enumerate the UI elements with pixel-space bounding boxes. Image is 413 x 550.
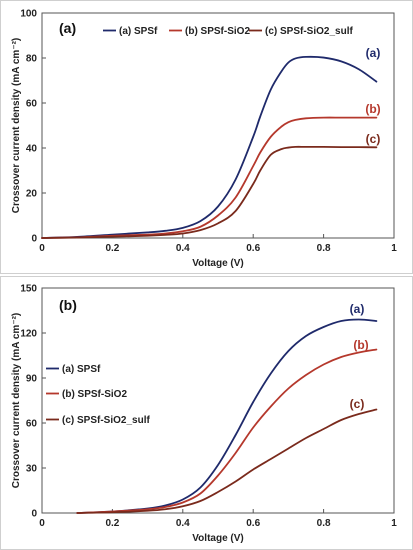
y-tick-label: 30 bbox=[26, 464, 38, 475]
x-tick-label: 1 bbox=[391, 518, 397, 529]
y-tick-label: 120 bbox=[20, 329, 37, 340]
series-label: (c) bbox=[350, 397, 365, 411]
x-tick-label: 0.8 bbox=[317, 243, 331, 254]
series-label: (a) bbox=[366, 46, 381, 60]
legend-entry: (c) SPSf-SiO2_sulf bbox=[265, 26, 353, 37]
series-label: (b) bbox=[365, 102, 380, 116]
x-tick-label: 0.4 bbox=[176, 243, 190, 254]
legend-entry: (b) SPSf-SiO2 bbox=[62, 389, 127, 400]
series-line-2 bbox=[41, 116, 378, 239]
x-tick-label: 0.8 bbox=[317, 518, 331, 529]
series-label: (c) bbox=[366, 132, 381, 146]
chart-panel-b: 0 0.2 0.4 0.6 0.8 1 0 30 60 90 120 150 Voltage (V) Cr… bbox=[0, 276, 413, 550]
y-axis-title: Crossover current density (mA cm⁻²) bbox=[11, 38, 22, 214]
legend-entry: (c) SPSf-SiO2_sulf bbox=[62, 415, 150, 426]
x-axis-title: Voltage (V) bbox=[192, 258, 243, 269]
series-line-3 bbox=[41, 145, 378, 239]
y-tick-label: 20 bbox=[26, 189, 38, 200]
series-line-2 bbox=[76, 348, 378, 514]
x-tick-label: 0 bbox=[39, 243, 45, 254]
y-tick-label: 100 bbox=[20, 9, 37, 20]
plot-frame bbox=[41, 12, 395, 239]
panel-label: (b) bbox=[59, 297, 77, 313]
chart-a-svg: 0 0.2 0.4 0.6 0.8 1 0 20 40 60 80 100 Voltage (V) Cro… bbox=[11, 9, 397, 270]
y-tick-label: 0 bbox=[31, 509, 37, 520]
x-tick-label: 0.4 bbox=[176, 518, 190, 529]
x-axis-title: Voltage (V) bbox=[192, 533, 243, 544]
series-label: (a) bbox=[350, 302, 365, 316]
x-tick-label: 0.6 bbox=[246, 243, 260, 254]
y-tick-label: 150 bbox=[20, 284, 37, 295]
chart-panel-a: 0 0.2 0.4 0.6 0.8 1 0 20 40 60 80 100 Voltage (V) Cro… bbox=[0, 0, 413, 274]
y-tick-label: 60 bbox=[26, 419, 38, 430]
y-tick-label: 60 bbox=[26, 99, 38, 110]
y-tick-label: 80 bbox=[26, 54, 38, 65]
y-tick-label: 0 bbox=[31, 234, 37, 245]
y-axis-title: Crossover current density (mA cm⁻²) bbox=[11, 313, 22, 489]
series-line-1 bbox=[41, 55, 378, 239]
x-tick-label: 0.2 bbox=[105, 518, 119, 529]
series-line-1 bbox=[76, 318, 378, 514]
plot-frame bbox=[41, 287, 395, 514]
x-tick-label: 0 bbox=[39, 518, 45, 529]
y-tick-label: 40 bbox=[26, 144, 38, 155]
legend-entry: (a) SPSf bbox=[119, 26, 158, 37]
chart-b-svg: 0 0.2 0.4 0.6 0.8 1 0 30 60 90 120 150 Voltage (V) Cr… bbox=[11, 284, 397, 545]
legend-entry: (b) SPSf-SiO2 bbox=[185, 26, 250, 37]
series-line-3 bbox=[76, 408, 378, 514]
x-tick-label: 0.6 bbox=[246, 518, 260, 529]
x-tick-label: 0.2 bbox=[105, 243, 119, 254]
panel-label: (a) bbox=[59, 20, 76, 36]
legend-entry: (a) SPSf bbox=[62, 364, 101, 375]
x-tick-label: 1 bbox=[391, 243, 397, 254]
y-tick-label: 90 bbox=[26, 374, 38, 385]
series-label: (b) bbox=[353, 338, 368, 352]
